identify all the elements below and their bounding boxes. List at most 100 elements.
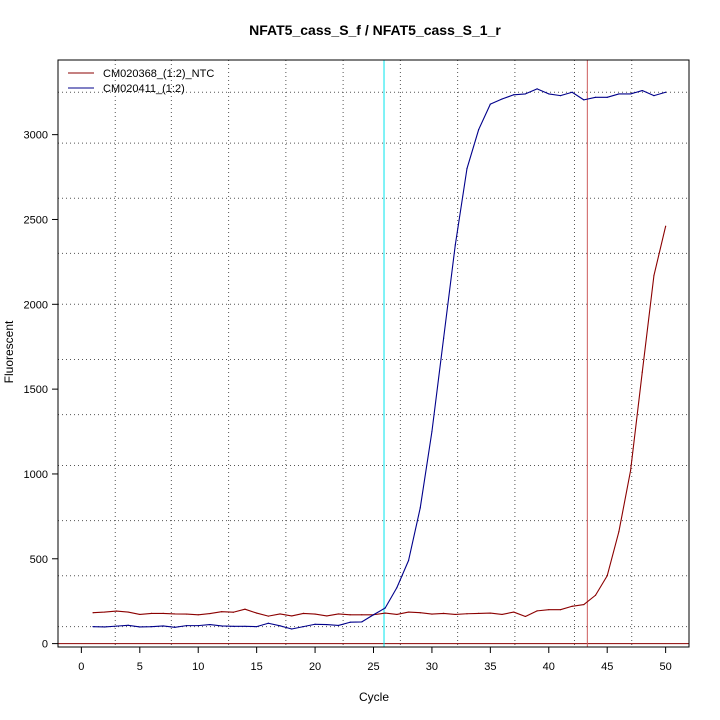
data-point [431,613,433,615]
data-point [127,624,129,626]
data-point [466,613,468,615]
data-point [104,611,106,613]
data-point [361,621,363,623]
y-tick-label: 1500 [24,384,48,396]
data-point [536,88,538,90]
data-point [244,625,246,627]
data-point [302,626,304,628]
data-point [314,623,316,625]
x-tick-label: 40 [543,661,555,673]
data-point [337,613,340,615]
data-point [209,624,211,626]
data-point [139,626,141,628]
data-point [594,594,597,596]
axes: 0 5 10 15 20 25 30 35 40 45 5005001000150020002500… [24,130,672,673]
series-line-2 [93,88,666,630]
data-point [279,625,281,627]
data-point [606,96,608,98]
legend: CM020368_(1:2)_NTC CM020411_(1:2) [68,68,214,95]
data-point [185,625,188,627]
x-tick-label: 15 [251,661,263,673]
data-point [256,626,258,628]
data-point [407,611,410,613]
y-tick-label: 500 [30,554,48,566]
data-point [407,559,410,562]
data-point [326,624,328,626]
y-tick-label: 2000 [24,299,48,311]
data-point [232,611,234,613]
data-point [326,615,328,617]
data-point [548,609,550,611]
data-point [653,95,655,97]
data-point [618,531,620,533]
y-tick-label: 1000 [24,469,48,481]
data-point [536,610,538,612]
chart-title: NFAT5_cass_S_f / NFAT5_cass_S_1_r [249,22,501,38]
legend-label-1: CM020368_(1:2)_NTC [103,68,214,80]
series-line-1 [93,226,667,618]
data-point [489,103,491,105]
data-point [524,93,527,95]
data-point [291,615,293,617]
data-point [127,611,129,613]
data-point [314,613,316,615]
data-point [571,605,573,607]
data-point [185,613,188,615]
data-point [162,612,164,615]
data-point [513,94,515,96]
data-point [197,614,199,616]
data-point [291,628,293,630]
data-point [559,609,562,611]
data-point [174,626,176,628]
x-tick-label: 0 [78,661,84,673]
data-point [279,613,281,615]
data-point [548,93,550,95]
data-point [665,225,667,227]
data-point [139,613,141,616]
data-point [209,612,211,615]
data-point [302,612,304,615]
data-point [232,625,234,627]
y-tick-label: 2500 [24,214,48,226]
data-point [115,625,118,627]
data-point [150,626,153,628]
x-tick-label: 20 [309,661,321,673]
data-point [583,99,585,101]
data-point [419,612,421,614]
data-point [220,625,223,627]
x-tick-label: 5 [137,661,143,673]
data-point [384,607,386,609]
x-tick-label: 25 [367,661,379,673]
x-axis-label: Cycle [359,690,389,704]
y-tick-label: 3000 [24,130,48,142]
data-point [606,575,608,577]
x-tick-label: 30 [426,661,438,673]
data-point [653,274,655,277]
y-axis-label: Fluorescent [2,320,16,383]
data-point [267,622,269,624]
data-point [489,612,491,614]
data-point [466,167,468,170]
data-point [372,614,375,616]
data-point [220,611,223,613]
data-point [244,608,246,610]
data-point [629,93,632,95]
data-point [104,626,106,628]
data-point [594,96,597,98]
data-point [454,244,456,246]
x-tick-label: 10 [192,661,204,673]
data-point [396,613,398,616]
data-point [174,613,176,615]
data-point [267,615,269,617]
data-point [443,337,445,339]
x-tick-label: 35 [484,661,496,673]
plot-frame [57,59,690,648]
x-tick-label: 50 [660,661,672,673]
data-point [641,371,643,373]
data-point [665,91,667,93]
y-tick-label: 0 [42,639,48,651]
data-point [571,91,573,93]
data-point [629,469,632,472]
data-point [501,98,503,100]
data-point [337,624,340,627]
